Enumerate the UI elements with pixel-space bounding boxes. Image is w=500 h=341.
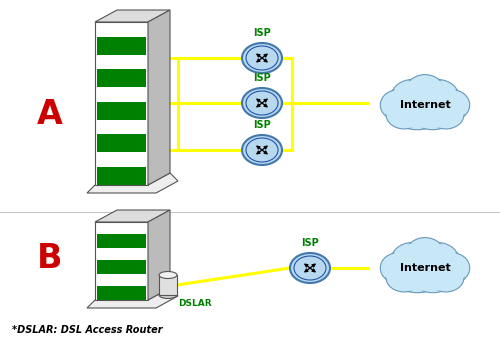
- Polygon shape: [87, 288, 178, 308]
- Ellipse shape: [418, 244, 459, 281]
- Ellipse shape: [242, 135, 282, 165]
- Polygon shape: [97, 167, 146, 185]
- Ellipse shape: [388, 102, 421, 128]
- Ellipse shape: [408, 92, 458, 130]
- Ellipse shape: [392, 81, 432, 118]
- Ellipse shape: [436, 91, 468, 119]
- Polygon shape: [148, 210, 170, 300]
- Polygon shape: [97, 286, 146, 300]
- Ellipse shape: [428, 100, 464, 129]
- Ellipse shape: [290, 253, 330, 283]
- Ellipse shape: [410, 93, 457, 128]
- Polygon shape: [148, 10, 170, 185]
- Text: Internet: Internet: [400, 100, 450, 110]
- Text: ISP: ISP: [253, 28, 271, 38]
- Text: B: B: [37, 241, 63, 275]
- Text: DSLAR: DSLAR: [178, 298, 212, 308]
- Ellipse shape: [416, 242, 460, 282]
- Text: ISP: ISP: [253, 120, 271, 130]
- Ellipse shape: [406, 76, 444, 107]
- Polygon shape: [87, 173, 178, 193]
- Polygon shape: [95, 22, 148, 185]
- Text: ISP: ISP: [253, 73, 271, 83]
- Ellipse shape: [410, 256, 457, 291]
- Ellipse shape: [405, 75, 445, 109]
- Ellipse shape: [429, 102, 462, 128]
- Ellipse shape: [388, 251, 446, 293]
- Polygon shape: [95, 222, 148, 300]
- Ellipse shape: [386, 263, 422, 292]
- Polygon shape: [95, 210, 170, 222]
- Ellipse shape: [406, 239, 444, 270]
- Polygon shape: [95, 10, 170, 22]
- Ellipse shape: [436, 254, 468, 282]
- Ellipse shape: [388, 88, 446, 130]
- Polygon shape: [97, 102, 146, 120]
- Polygon shape: [97, 69, 146, 87]
- Ellipse shape: [390, 89, 444, 128]
- Ellipse shape: [390, 252, 444, 291]
- Ellipse shape: [392, 244, 432, 281]
- Ellipse shape: [159, 271, 177, 279]
- Polygon shape: [159, 275, 177, 295]
- Text: ISP: ISP: [301, 238, 319, 248]
- Polygon shape: [97, 234, 146, 248]
- Ellipse shape: [159, 292, 177, 298]
- Text: Internet: Internet: [400, 263, 450, 273]
- Ellipse shape: [428, 263, 464, 292]
- Ellipse shape: [434, 90, 470, 120]
- Ellipse shape: [382, 254, 414, 282]
- Ellipse shape: [242, 43, 282, 73]
- Polygon shape: [97, 260, 146, 274]
- Ellipse shape: [390, 242, 434, 282]
- Ellipse shape: [388, 265, 421, 291]
- Text: *DSLAR: DSL Access Router: *DSLAR: DSL Access Router: [12, 325, 162, 335]
- Ellipse shape: [386, 100, 422, 129]
- Ellipse shape: [429, 265, 462, 291]
- Ellipse shape: [416, 79, 460, 119]
- Ellipse shape: [405, 238, 445, 272]
- Ellipse shape: [408, 255, 458, 293]
- Ellipse shape: [434, 253, 470, 283]
- Polygon shape: [97, 37, 146, 55]
- Ellipse shape: [382, 91, 414, 119]
- Text: A: A: [37, 99, 63, 132]
- Polygon shape: [97, 134, 146, 152]
- Ellipse shape: [390, 79, 434, 119]
- Ellipse shape: [380, 90, 416, 120]
- Ellipse shape: [380, 253, 416, 283]
- Ellipse shape: [418, 81, 459, 118]
- Ellipse shape: [242, 88, 282, 118]
